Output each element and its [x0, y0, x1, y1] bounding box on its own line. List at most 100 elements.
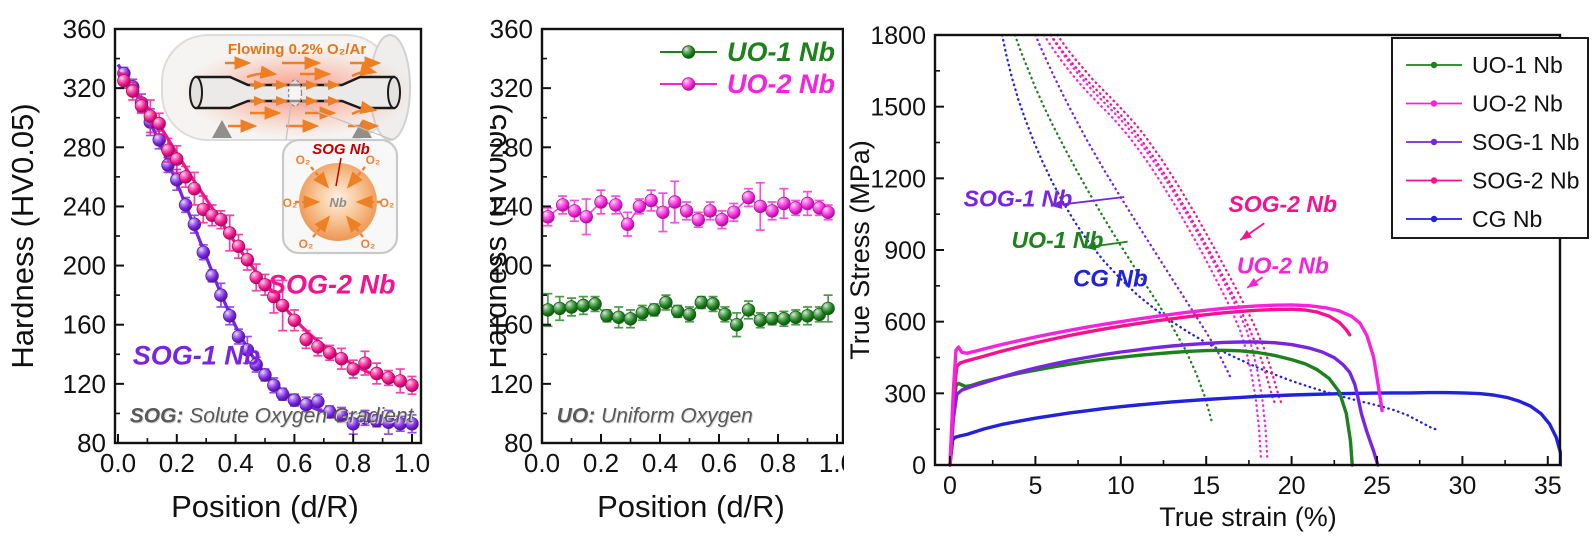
tick-marks [935, 34, 1549, 466]
svg-text:10: 10 [1107, 472, 1135, 500]
sog-chart-layer: 0.0 0.2 0.4 0.6 0.8 1.0 80 120 160 200 240 280 320 36… [5, 14, 430, 524]
annotation-arrowhead [1084, 241, 1097, 251]
axes: 0.0 0.2 0.4 0.6 0.8 1.0 80 120 160 200 240 280 320 36… [490, 14, 844, 478]
series-uo-1-nb-markers [542, 295, 835, 332]
svg-text:15: 15 [1192, 472, 1220, 500]
annotation-arrowhead [1240, 229, 1252, 240]
x-axis-title: True strain (%) [1159, 502, 1337, 532]
svg-text:360: 360 [63, 14, 106, 44]
svg-text:300: 300 [884, 380, 926, 408]
gauge-oxygen-arrows [250, 79, 341, 107]
o2-label: O₂ [296, 153, 311, 167]
series-sog-2-nb-hardening-rate [1049, 33, 1277, 406]
series-group [948, 33, 1562, 467]
support-triangle-left [212, 120, 232, 138]
x-axis-title: Position (d/R) [171, 489, 359, 524]
annotation-text: SOG-1 Nb [964, 186, 1073, 212]
tick-marks [541, 28, 838, 444]
svg-text:0: 0 [943, 472, 957, 500]
legend-box: UO-1 Nb UO-2 Nb SOG-1 Nb SOG-2 Nb CG Nb [1391, 37, 1589, 239]
svg-text:200: 200 [63, 251, 106, 281]
y-axis-title: Hardness (HV0.05) [5, 103, 40, 368]
series-uo-1-nb-hardening-rate [1013, 33, 1214, 425]
svg-text:0.0: 0.0 [100, 448, 136, 478]
series-sog-2-nb [948, 307, 1352, 467]
svg-text:120: 120 [490, 369, 533, 399]
annotation-text: SOG-2 Nb [1228, 191, 1337, 217]
specimen-left-end [189, 76, 203, 109]
svg-text:1800: 1800 [870, 22, 926, 50]
svg-text:0.0: 0.0 [524, 448, 560, 478]
series-sog-1-nb-markers [117, 66, 419, 431]
tick-labels: 0.0 0.2 0.4 0.6 0.8 1.0 80 120 160 200 240 280 320 36… [490, 14, 844, 478]
svg-text:280: 280 [63, 132, 106, 162]
series-group [542, 180, 835, 338]
series-uo-2-nb-markers [542, 190, 835, 231]
svg-text:360: 360 [490, 14, 533, 44]
series-sog-1-nb [948, 340, 1380, 467]
series-uo-1-nb [948, 348, 1354, 467]
axes: 0.0 0.2 0.4 0.6 0.8 1.0 80 120 160 200 240 280 320 36… [63, 14, 430, 478]
svg-text:0: 0 [912, 452, 926, 480]
svg-text:1500: 1500 [870, 94, 926, 122]
uo-chart-layer: 0.0 0.2 0.4 0.6 0.8 1.0 80 120 160 200 240 280 320 36… [490, 14, 844, 524]
svg-text:160: 160 [490, 310, 533, 340]
svg-text:80: 80 [504, 428, 533, 458]
stress-chart-layer: 0 5 10 15 20 25 30 35 0 300 600 900 1200 1500 1800 True… [845, 22, 1589, 532]
svg-text:320: 320 [490, 73, 533, 103]
svg-text:0.4: 0.4 [218, 448, 254, 478]
svg-text:0.8: 0.8 [760, 448, 796, 478]
oxygen-in-arrows [295, 166, 381, 238]
annotation-text: UO: Uniform Oxygen [557, 404, 753, 427]
svg-text:30: 30 [1448, 472, 1476, 500]
svg-text:0.2: 0.2 [583, 448, 619, 478]
o2-label: O₂ [380, 196, 395, 210]
legend-label: UO-1 Nb [1472, 52, 1563, 78]
tick-marks [115, 28, 413, 444]
legend-label: CG Nb [1472, 206, 1542, 232]
svg-text:1.0: 1.0 [394, 448, 430, 478]
series-sog-1-nb-hardening-rate [1034, 33, 1233, 382]
o2-label: O₂ [299, 237, 314, 251]
legend-label: SOG-2 Nb [1472, 168, 1579, 194]
axes: 0 5 10 15 20 25 30 35 0 300 600 900 1200 1500 1800 [870, 22, 1561, 500]
svg-text:25: 25 [1363, 472, 1391, 500]
svg-text:1.0: 1.0 [819, 448, 844, 478]
svg-text:0.6: 0.6 [276, 448, 312, 478]
specimen-right-end [387, 76, 401, 109]
svg-text:240: 240 [490, 191, 533, 221]
cross-section-pointer [335, 157, 342, 187]
legend-label: UO-1 Nb [727, 37, 835, 67]
svg-text:240: 240 [63, 191, 106, 221]
svg-text:0.4: 0.4 [642, 448, 678, 478]
svg-text:160: 160 [63, 310, 106, 340]
svg-text:35: 35 [1534, 472, 1562, 500]
svg-text:5: 5 [1028, 472, 1042, 500]
svg-text:280: 280 [490, 132, 533, 162]
chart-uo-hardness: 0.0 0.2 0.4 0.6 0.8 1.0 80 120 160 200 240 280 320 36… [490, 14, 844, 524]
oxygen-labels: O₂ O₂ O₂ O₂ O₂ O₂ [283, 153, 395, 251]
annotation-text: UO-2 Nb [1237, 252, 1329, 278]
legend-label: UO-2 Nb [727, 69, 835, 99]
svg-text:120: 120 [63, 369, 106, 399]
nb-core-label: Nb [329, 195, 346, 210]
annotation-text: SOG-2 Nb [268, 270, 396, 300]
furnace-label: Flowing 0.2% O₂/Ar [228, 41, 367, 58]
o2-label: O₂ [366, 153, 381, 167]
annotation-text: SOG-1 Nb [133, 341, 261, 371]
zoom-cone-left [285, 104, 292, 141]
series-uo-2-nb [948, 303, 1384, 467]
series-sog-2-nb-markers [117, 74, 419, 393]
cross-section-inset: SOG Nb Nb O₂ O₂ O₂ O₂ O₂ O₂ [281, 138, 399, 255]
cross-section-title: SOG Nb [312, 141, 370, 158]
furnace-inset: Flowing 0.2% O₂/Ar [161, 34, 415, 141]
svg-text:320: 320 [63, 73, 106, 103]
x-axis-title: Position (d/R) [597, 489, 785, 524]
legend-label: UO-2 Nb [1472, 91, 1563, 117]
annotation-arrowhead [1050, 200, 1063, 209]
support-triangle-right [352, 120, 372, 138]
series-sog-2-nb-hardening-rate [1056, 33, 1284, 406]
annotation-text: UO-1 Nb [1011, 227, 1103, 253]
